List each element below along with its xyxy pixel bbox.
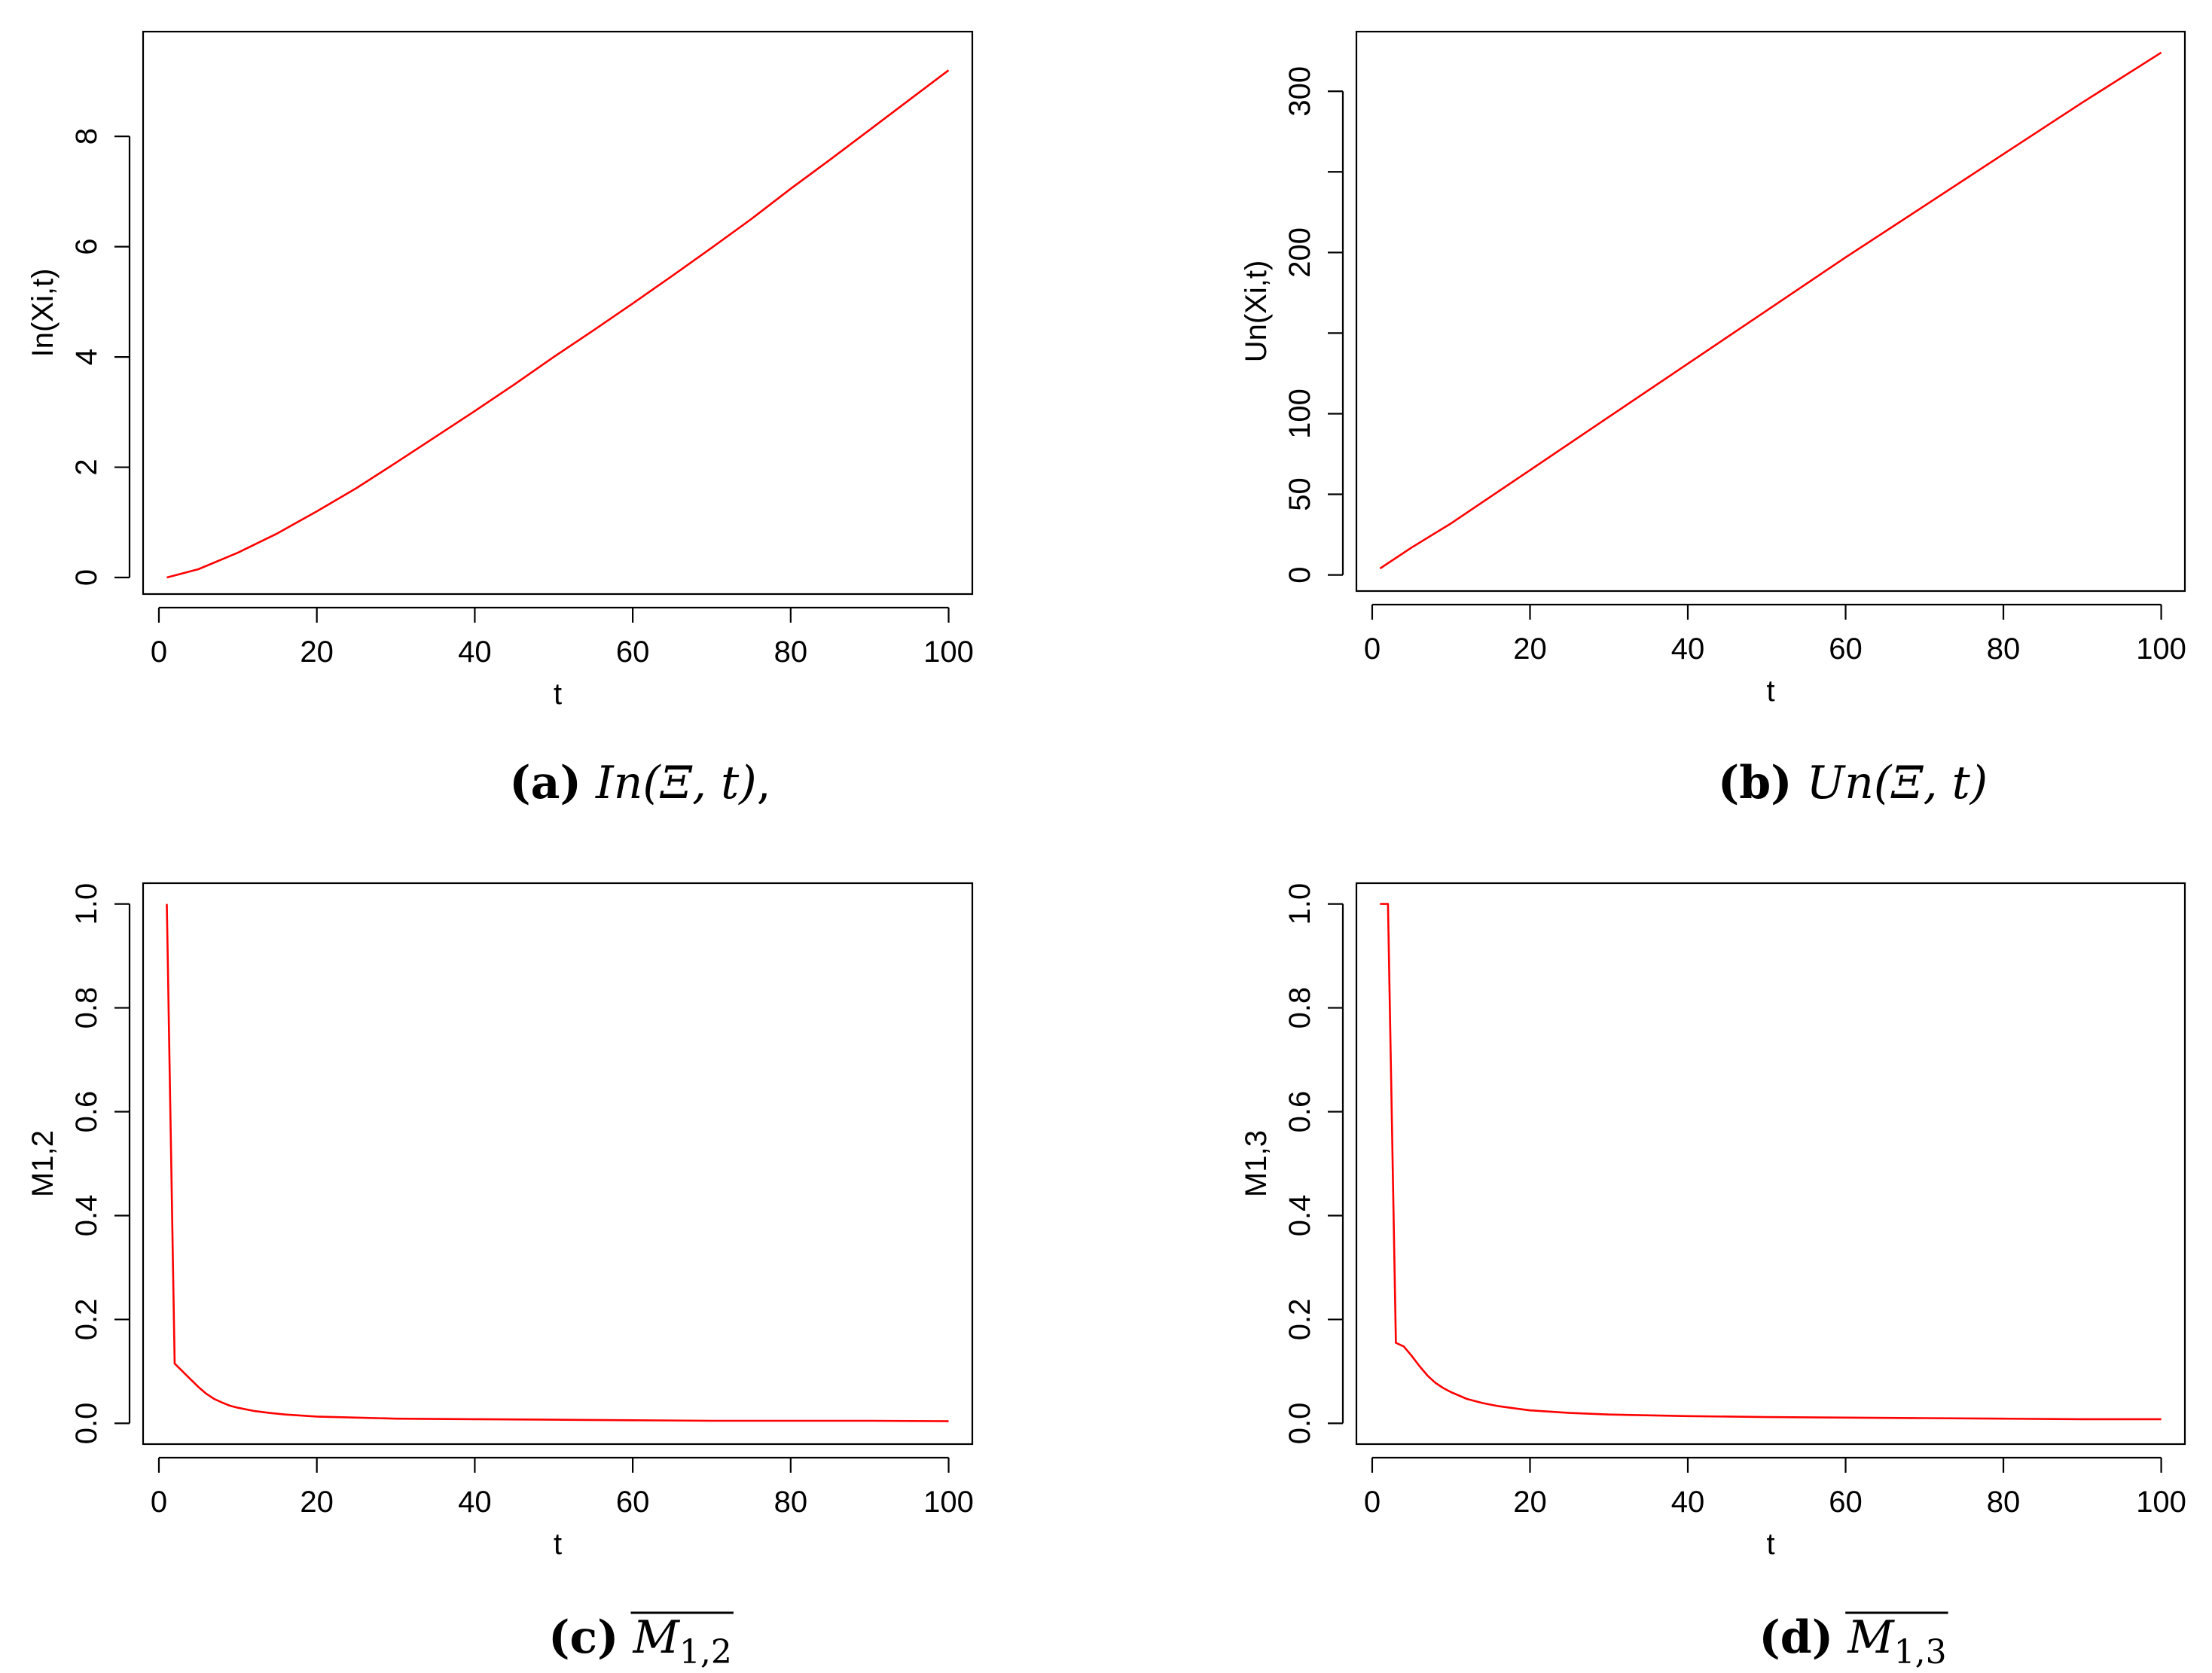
plot-frame — [142, 882, 974, 1446]
x-tick-label: 80 — [1987, 632, 2021, 666]
x-tick-label: 20 — [1513, 632, 1547, 666]
x-tick-label: 60 — [1829, 632, 1863, 666]
plot-frame — [142, 30, 974, 596]
panel-a: 0 20 40 60 80 100 0 2 4 6 8 t In(Xi,t) (a) In(Ξ, t), — [26, 30, 974, 809]
x-tick-label: 40 — [1671, 632, 1705, 666]
x-tick-label: 60 — [1829, 1486, 1863, 1519]
y-tick-label: 0.0 — [1283, 1403, 1317, 1445]
panel-caption: (a) In(Ξ, t), — [509, 757, 770, 809]
x-tick-label: 100 — [923, 1486, 974, 1519]
caption-label: (a) — [509, 757, 581, 809]
y-axis-label: In(Xi,t) — [26, 269, 59, 358]
x-tick-label: 80 — [1987, 1486, 2021, 1519]
y-axis-label: Un(Xi,t) — [1240, 261, 1273, 363]
series-line — [166, 904, 949, 1422]
caption-subscript: 1,2 — [679, 1633, 732, 1671]
x-tick-label: 60 — [616, 1486, 650, 1519]
caption-suffix: , — [757, 757, 771, 809]
x-tick-label: 20 — [1513, 1486, 1547, 1519]
y-tick-label: 4 — [70, 349, 103, 365]
y-tick-label: 100 — [1283, 389, 1317, 439]
panel-caption: (c) M1,2 — [548, 1611, 732, 1671]
x-tick-label: 0 — [1364, 632, 1381, 666]
y-tick-label: 1.0 — [1283, 883, 1317, 925]
y-axis-label: M1,2 — [26, 1130, 59, 1197]
plot-frame — [1355, 882, 2186, 1446]
caption-subscript: 1,3 — [1894, 1633, 1947, 1671]
x-tick-label: 0 — [1364, 1486, 1381, 1519]
y-tick-label: 8 — [70, 128, 103, 145]
y-tick-label: 0.6 — [70, 1091, 103, 1133]
panel-b: 0 20 40 60 80 100 0 50 100 200 300 t Un(Xi,t) (b) Un(… — [1240, 30, 2186, 809]
y-tick-label: 0 — [70, 569, 103, 586]
caption-math: M — [632, 1611, 680, 1664]
y-tick-label: 0.0 — [70, 1403, 103, 1445]
y-tick-label: 0.4 — [70, 1195, 103, 1237]
caption-label: (c) — [548, 1611, 618, 1664]
y-tick-label: 2 — [70, 459, 103, 475]
y-tick-label: 200 — [1283, 227, 1317, 278]
y-tick-label: 300 — [1283, 66, 1317, 117]
y-tick-label: 0.2 — [1283, 1299, 1317, 1341]
x-tick-label: 100 — [2136, 632, 2186, 666]
y-tick-label: 0.8 — [70, 987, 103, 1029]
y-axis-label: M1,3 — [1240, 1130, 1273, 1197]
x-tick-label: 0 — [151, 1486, 167, 1519]
plot-frame — [1355, 30, 2186, 593]
series-line — [166, 69, 950, 579]
x-tick-label: 20 — [300, 635, 334, 669]
caption-math: Un(Ξ, t) — [1807, 757, 1988, 809]
x-axis-label: t — [1766, 1528, 1774, 1561]
y-tick-label: 0.4 — [1283, 1195, 1317, 1237]
x-tick-label: 100 — [2136, 1486, 2186, 1519]
x-tick-label: 0 — [151, 635, 167, 669]
y-tick-label: 0.2 — [70, 1299, 103, 1341]
series-line — [1379, 51, 2162, 570]
x-tick-label: 40 — [1671, 1486, 1705, 1519]
y-tick-label: 0 — [1283, 566, 1317, 583]
caption-label: (d) — [1759, 1611, 1833, 1664]
x-tick-label: 80 — [774, 1486, 808, 1519]
caption-label: (b) — [1718, 757, 1792, 809]
y-tick-label: 6 — [70, 238, 103, 254]
y-tick-label: 1.0 — [70, 883, 103, 925]
y-tick-label: 0.8 — [1283, 987, 1317, 1029]
series-line — [1380, 903, 2162, 1421]
y-tick-label: 50 — [1283, 477, 1317, 511]
panel-caption: (d) M1,3 — [1759, 1611, 1946, 1671]
x-tick-label: 60 — [616, 635, 650, 669]
caption-math: In(Ξ, t) — [595, 757, 757, 809]
x-tick-label: 40 — [458, 635, 492, 669]
caption-math: M — [1847, 1611, 1895, 1664]
x-tick-label: 40 — [458, 1486, 492, 1519]
x-axis-label: t — [554, 678, 562, 711]
x-tick-label: 80 — [774, 635, 808, 669]
x-axis-label: t — [1766, 675, 1774, 708]
y-tick-label: 0.6 — [1283, 1091, 1317, 1133]
panel-caption: (b) Un(Ξ, t) — [1718, 757, 1988, 809]
x-tick-label: 100 — [923, 635, 974, 669]
x-axis-label: t — [554, 1528, 562, 1561]
x-tick-label: 20 — [300, 1486, 334, 1519]
